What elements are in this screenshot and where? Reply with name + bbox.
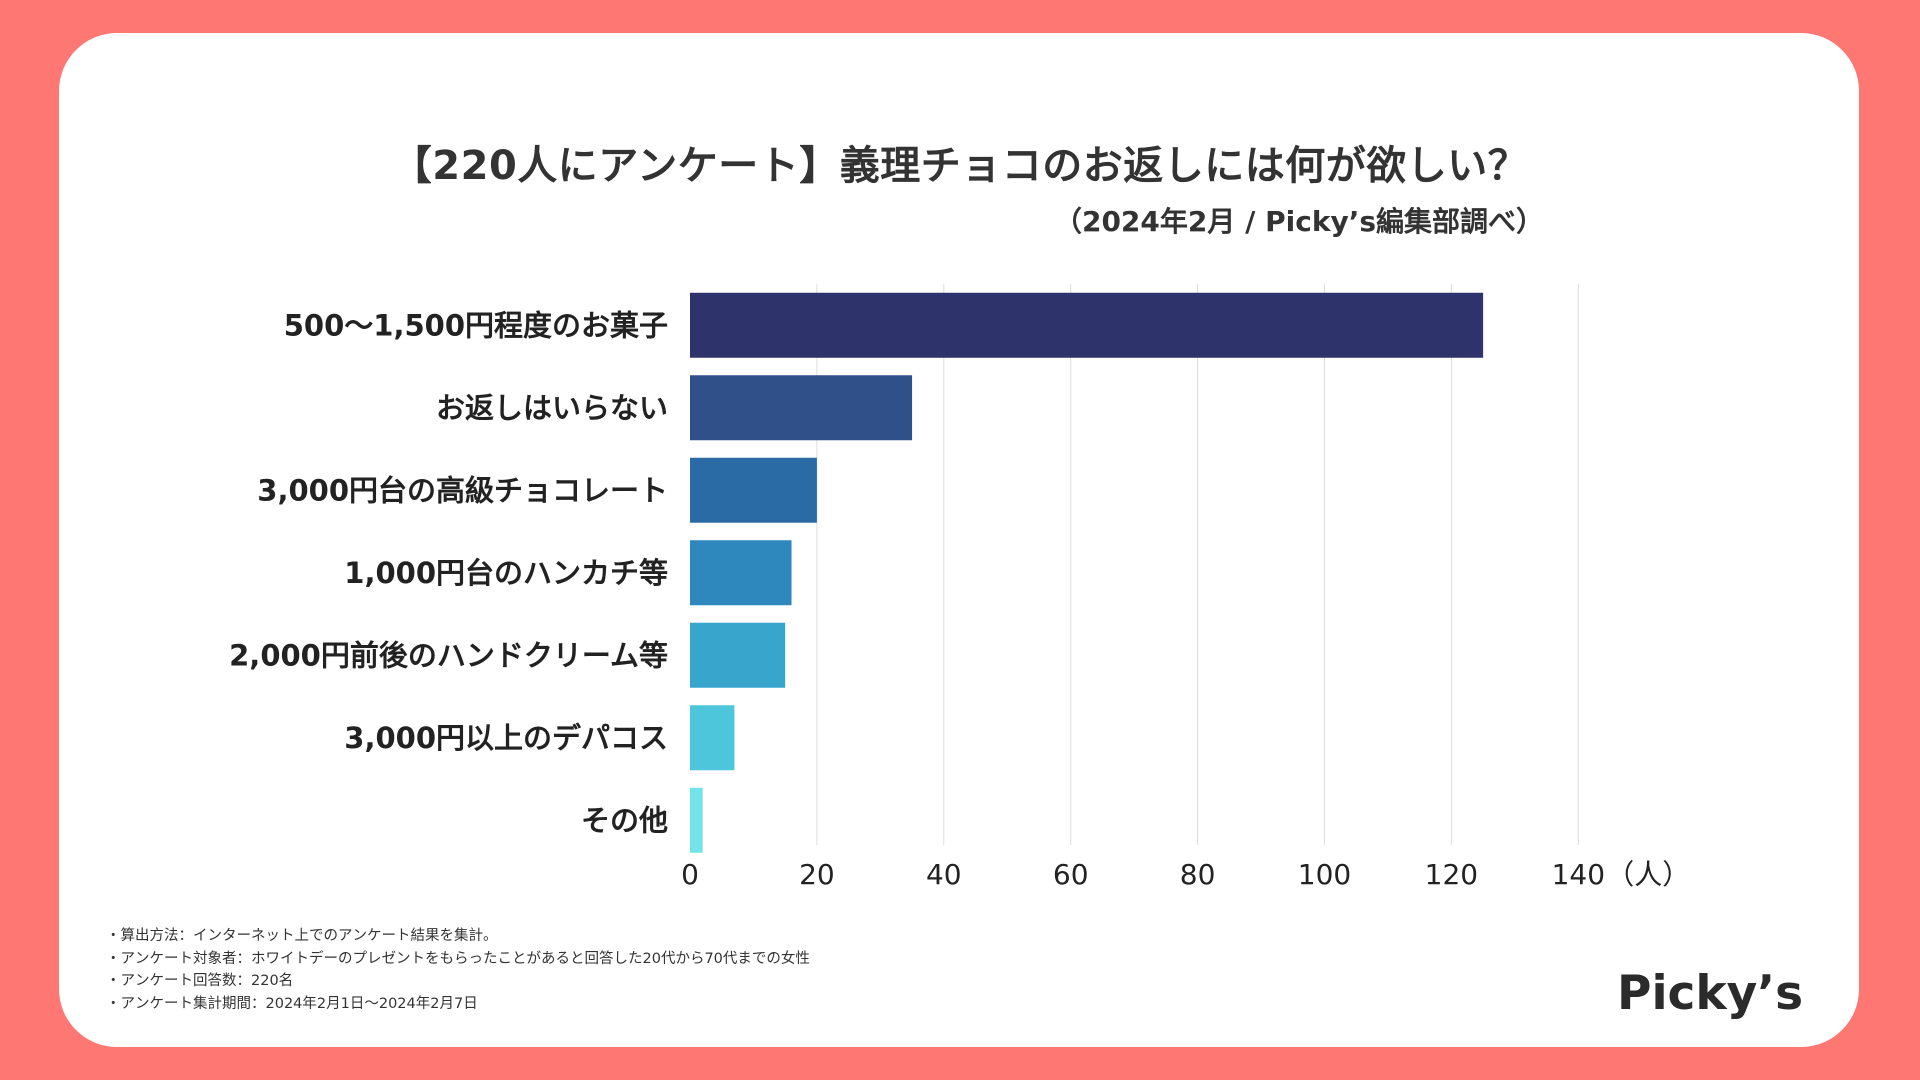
x-tick-label: 120 [1425, 858, 1478, 891]
bar [690, 540, 792, 606]
category-label: その他 [581, 803, 668, 837]
category-label: お返しはいらない [436, 391, 668, 425]
grid-lines [816, 284, 1579, 845]
category-label: 3,000円台の高級チョコレート [257, 473, 668, 507]
bar [690, 705, 735, 771]
category-label: 2,000円前後のハンドクリーム等 [229, 638, 668, 672]
bars [690, 292, 1484, 853]
survey-notes: ・算出方法：インターネット上でのアンケート結果を集計。 ・アンケート対象者：ホワ… [106, 925, 810, 1015]
note-line: ・アンケート集計期間：2024年2月1日〜2024年2月7日 [106, 995, 478, 1012]
x-tick-label: 140 [1552, 858, 1605, 891]
x-tick-label: 40 [926, 858, 962, 891]
bar [690, 292, 1484, 358]
x-tick-labels: 0 20 40 60 80 100 120 140 （人） [681, 858, 1690, 891]
bar [690, 622, 786, 688]
chart-card [59, 33, 1859, 1047]
note-line: ・アンケート対象者：ホワイトデーのプレゼントをもらったことがあると回答した20代… [106, 950, 810, 967]
category-label: 500〜1,500円程度のお菓子 [284, 308, 668, 342]
bar [690, 787, 703, 853]
x-tick-label: 60 [1053, 858, 1089, 891]
x-tick-label: 20 [799, 858, 835, 891]
chart-title: 【220人にアンケート】義理チョコのお返しには何が欲しい？ [391, 143, 1529, 189]
note-line: ・アンケート回答数：220名 [106, 973, 294, 989]
category-label: 3,000円以上のデパコス [344, 721, 668, 755]
note-line: ・算出方法：インターネット上でのアンケート結果を集計。 [106, 928, 498, 944]
pickys-logo: Picky’s [1617, 966, 1804, 1021]
x-tick-label: 0 [681, 858, 699, 891]
x-unit-label: （人） [1606, 858, 1690, 891]
bar [690, 375, 913, 441]
bar [690, 457, 817, 523]
category-label: 1,000円台のハンカチ等 [344, 556, 668, 590]
x-tick-label: 100 [1298, 858, 1351, 891]
x-tick-label: 80 [1180, 858, 1216, 891]
chart-subtitle: （2024年2月 / Picky’s編集部調べ） [1053, 205, 1544, 238]
